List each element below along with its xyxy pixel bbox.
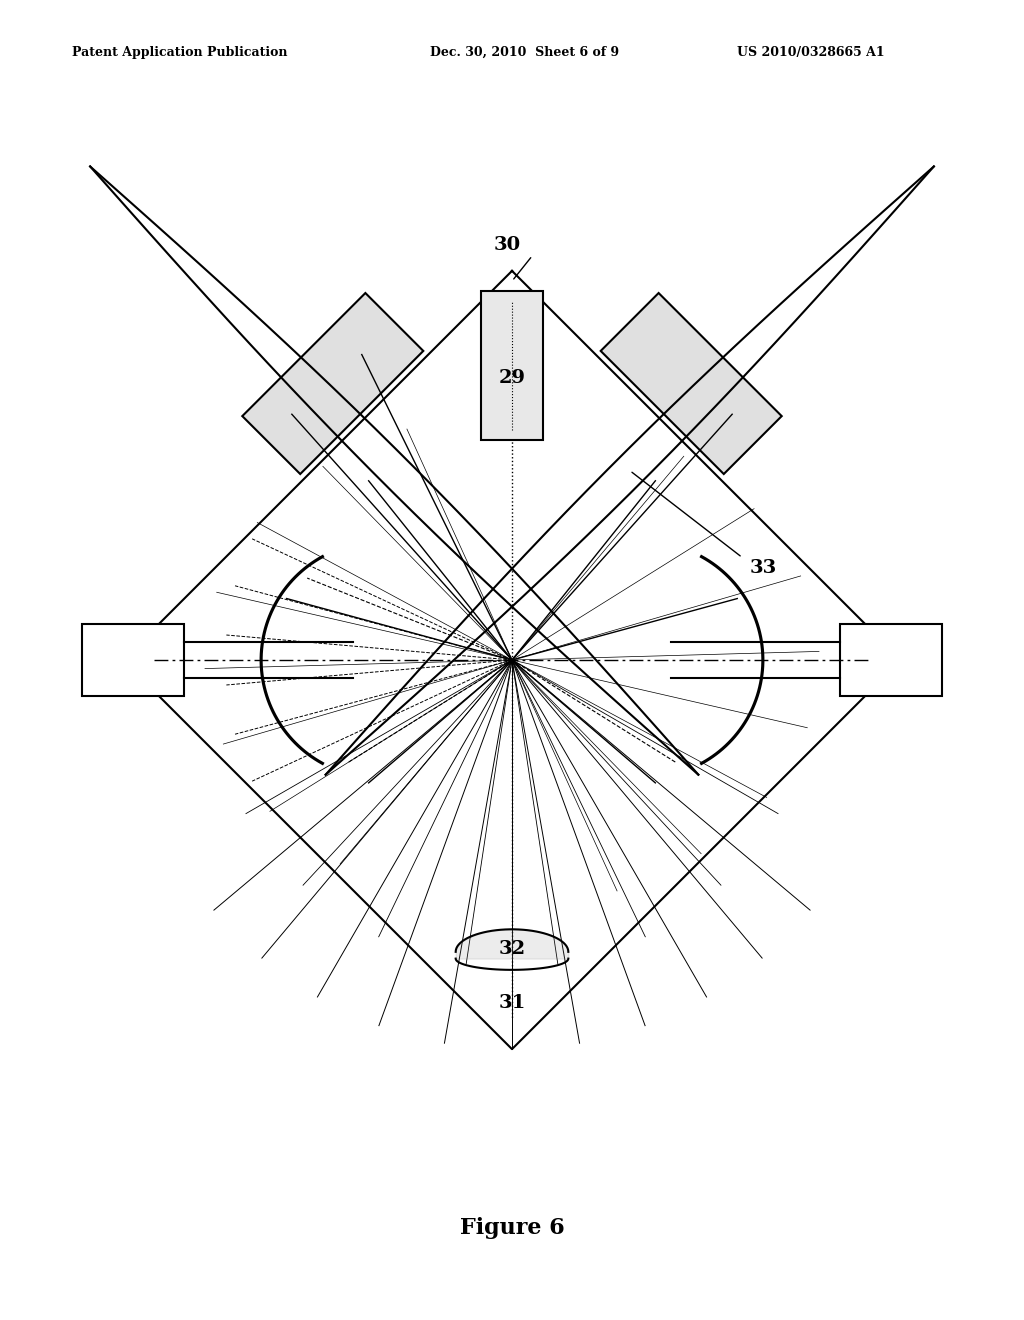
FancyBboxPatch shape (82, 624, 184, 696)
FancyBboxPatch shape (481, 292, 543, 440)
Text: Patent Application Publication: Patent Application Publication (72, 46, 287, 59)
Text: 31: 31 (499, 994, 525, 1012)
Text: 33: 33 (750, 558, 776, 577)
Text: Figure 6: Figure 6 (460, 1217, 564, 1238)
Text: 30: 30 (494, 236, 520, 255)
Polygon shape (243, 293, 423, 474)
Text: 32: 32 (499, 940, 525, 958)
Polygon shape (601, 293, 781, 474)
Text: 29: 29 (499, 370, 525, 387)
Text: US 2010/0328665 A1: US 2010/0328665 A1 (737, 46, 885, 59)
FancyBboxPatch shape (840, 624, 942, 696)
Text: Dec. 30, 2010  Sheet 6 of 9: Dec. 30, 2010 Sheet 6 of 9 (430, 46, 620, 59)
